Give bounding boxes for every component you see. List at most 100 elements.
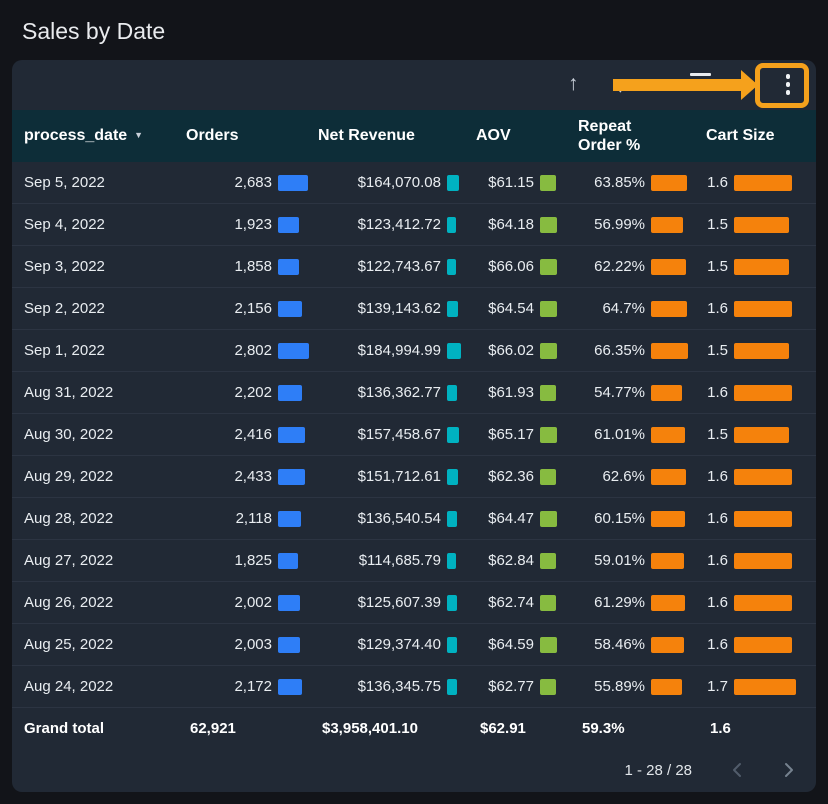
column-header-net-revenue[interactable]: Net Revenue: [310, 127, 468, 145]
cell-value: 2,433: [234, 468, 272, 485]
inline-bar: [447, 258, 468, 275]
cell-value: $61.93: [488, 384, 534, 401]
kebab-menu-icon[interactable]: [785, 74, 790, 95]
next-page-button[interactable]: [774, 756, 802, 784]
column-label: Cart Size: [706, 127, 775, 144]
inline-bar: [447, 594, 468, 611]
sort-desc-icon: ▼: [134, 130, 144, 140]
orders-cell: 2,003: [178, 636, 310, 653]
inline-bar: [540, 678, 570, 695]
inline-bar: [651, 594, 698, 611]
column-label: Repeat Order %: [578, 117, 641, 154]
inline-bar-fill: [540, 594, 556, 611]
cell-value: 62.6%: [602, 468, 645, 485]
cell-value: $65.17: [488, 426, 534, 443]
cell-value: $62.74: [488, 594, 534, 611]
table-row: Sep 3, 2022 1,858 $122,743.67 $66.06 62.22% 1…: [12, 246, 816, 288]
table-row: Sep 1, 2022 2,802 $184,994.99 $66.02 66.35% 1…: [12, 330, 816, 372]
date-cell: Sep 1, 2022: [24, 342, 105, 359]
orders-cell: 1,825: [178, 552, 310, 569]
orders-cell: 2,202: [178, 384, 310, 401]
cell-value: $64.59: [488, 636, 534, 653]
inline-bar-fill: [278, 258, 299, 275]
inline-bar: [447, 468, 468, 485]
inline-bar: [540, 468, 570, 485]
inline-bar-fill: [540, 300, 557, 317]
inline-bar: [734, 300, 816, 317]
orders-cell: 2,802: [178, 342, 310, 359]
minus-icon[interactable]: [690, 73, 711, 76]
cell-value: 1,923: [234, 216, 272, 233]
inline-bar-fill: [651, 510, 685, 527]
inline-bar: [734, 342, 816, 359]
cell-value: 2,202: [234, 384, 272, 401]
cell-value: $123,412.72: [357, 216, 441, 233]
inline-bar-fill: [651, 552, 684, 569]
table-row: Aug 25, 2022 2,003 $129,374.40 $64.59 58.46%…: [12, 624, 816, 666]
inline-bar-fill: [447, 468, 458, 485]
column-header-orders[interactable]: Orders: [178, 127, 310, 145]
inline-bar: [447, 678, 468, 695]
inline-bar: [651, 300, 698, 317]
column-header-cart-size[interactable]: Cart Size: [698, 127, 816, 145]
cell-value: 64.7%: [602, 300, 645, 317]
inline-bar: [651, 174, 698, 191]
column-label: Orders: [186, 127, 239, 144]
cell-value: 1.6: [707, 594, 728, 611]
inline-bar-fill: [278, 468, 305, 485]
inline-bar-fill: [651, 426, 685, 443]
inline-bar-fill: [278, 552, 298, 569]
cell-value: 1,825: [234, 552, 272, 569]
chevron-right-icon: [785, 763, 793, 777]
inline-bar-fill: [734, 342, 789, 359]
inline-bar: [651, 342, 698, 359]
inline-bar: [278, 384, 310, 401]
inline-bar-fill: [651, 258, 686, 275]
inline-bar-fill: [734, 258, 789, 275]
inline-bar: [734, 258, 816, 275]
inline-bar-fill: [540, 258, 557, 275]
inline-bar: [447, 300, 468, 317]
cell-value: 62.22%: [594, 258, 645, 275]
pagination: 1 - 28 / 28: [12, 748, 816, 792]
cell-value: 1.6: [707, 174, 728, 191]
kebab-dot: [785, 90, 790, 95]
prev-page-button[interactable]: [724, 756, 752, 784]
inline-bar-fill: [278, 216, 299, 233]
inline-bar: [651, 552, 698, 569]
net-revenue-cell: $136,362.77: [310, 384, 468, 401]
inline-bar-fill: [651, 300, 687, 317]
inline-bar-fill: [447, 678, 457, 695]
column-header-repeat-order-pct[interactable]: Repeat Order %: [570, 117, 698, 155]
cart-size-cell: 1.5: [698, 258, 816, 275]
date-cell: Sep 4, 2022: [24, 216, 105, 233]
repeat-order-cell: 61.01%: [570, 426, 698, 443]
table-row: Aug 31, 2022 2,202 $136,362.77 $61.93 54.77%…: [12, 372, 816, 414]
cell-value: 2,683: [234, 174, 272, 191]
table-row: Aug 27, 2022 1,825 $114,685.79 $62.84 59.01%…: [12, 540, 816, 582]
column-header-process-date[interactable]: process_date ▼: [12, 127, 178, 145]
date-cell: Sep 2, 2022: [24, 300, 105, 317]
inline-bar: [447, 510, 468, 527]
grand-total-repeat: 59.3%: [582, 719, 625, 737]
inline-bar: [278, 342, 310, 359]
inline-bar-fill: [734, 216, 789, 233]
inline-bar: [540, 342, 570, 359]
inline-bar-fill: [734, 426, 789, 443]
column-header-aov[interactable]: AOV: [468, 127, 570, 145]
cell-value: 60.15%: [594, 510, 645, 527]
kebab-dot: [785, 82, 790, 87]
cell-value: 55.89%: [594, 678, 645, 695]
inline-bar: [447, 384, 468, 401]
date-cell: Aug 24, 2022: [24, 678, 114, 695]
cell-value: $64.47: [488, 510, 534, 527]
orders-cell: 1,923: [178, 216, 310, 233]
net-revenue-cell: $164,070.08: [310, 174, 468, 191]
net-revenue-cell: $184,994.99: [310, 342, 468, 359]
inline-bar-fill: [447, 216, 456, 233]
aov-cell: $62.74: [468, 594, 570, 611]
arrow-up-icon[interactable]: ↑: [568, 72, 579, 95]
inline-bar-fill: [447, 594, 457, 611]
inline-bar-fill: [540, 174, 556, 191]
cart-size-cell: 1.6: [698, 636, 816, 653]
